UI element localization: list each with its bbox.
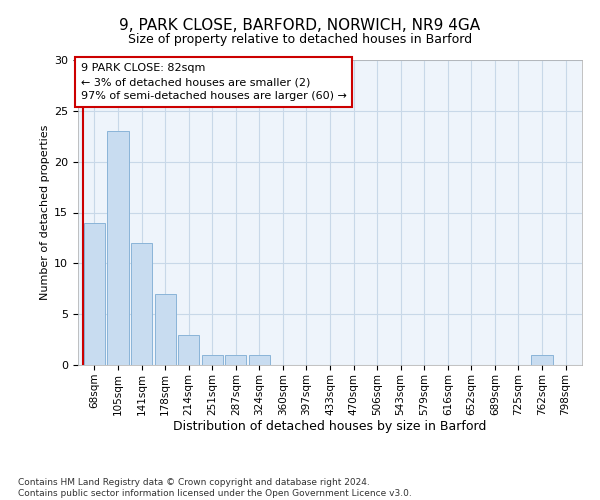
Bar (107, 131, 128, 365)
Y-axis label: Number of detached properties: Number of detached properties (40, 125, 50, 300)
Bar (202, 355, 223, 365)
Bar (155, 294, 176, 365)
Bar (532, 355, 553, 365)
Bar (225, 355, 247, 365)
Text: Contains HM Land Registry data © Crown copyright and database right 2024.
Contai: Contains HM Land Registry data © Crown c… (18, 478, 412, 498)
Bar (131, 243, 152, 365)
X-axis label: Distribution of detached houses by size in Barford: Distribution of detached houses by size … (173, 420, 487, 434)
Bar (249, 355, 270, 365)
Bar (84, 222, 105, 365)
Text: 9 PARK CLOSE: 82sqm
← 3% of detached houses are smaller (2)
97% of semi-detached: 9 PARK CLOSE: 82sqm ← 3% of detached hou… (80, 63, 346, 101)
Text: 9, PARK CLOSE, BARFORD, NORWICH, NR9 4GA: 9, PARK CLOSE, BARFORD, NORWICH, NR9 4GA (119, 18, 481, 32)
Text: Size of property relative to detached houses in Barford: Size of property relative to detached ho… (128, 32, 472, 46)
Bar (178, 334, 199, 365)
